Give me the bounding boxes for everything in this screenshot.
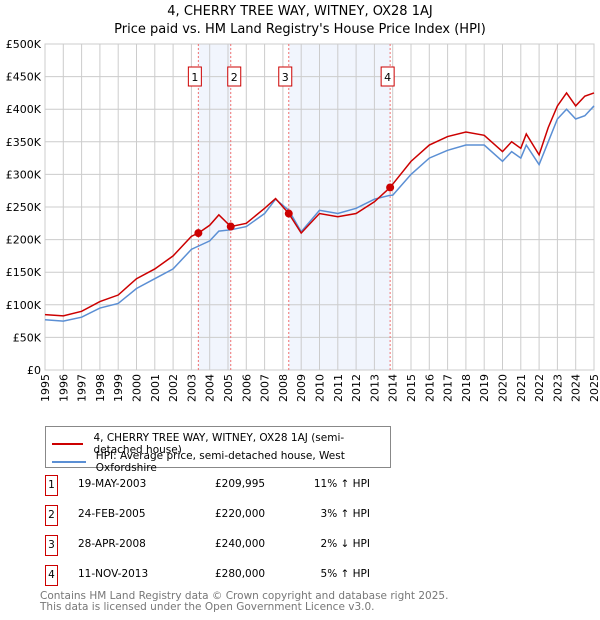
x-tick-label: 2007 — [259, 374, 272, 402]
y-tick-label: £100K — [6, 299, 42, 312]
footer: Contains HM Land Registry data © Crown c… — [40, 591, 448, 613]
x-tick-label: 2011 — [332, 374, 345, 402]
x-tick-label: 2016 — [423, 374, 436, 402]
sale-badge: 1 — [45, 475, 58, 496]
sale-price: £220,000 — [215, 508, 266, 520]
x-tick-label: 2015 — [405, 374, 418, 402]
y-tick-label: £350K — [6, 136, 42, 149]
x-tick-label: 2004 — [204, 374, 217, 402]
chart-subtitle: Price paid vs. HM Land Registry's House … — [114, 22, 486, 37]
chart-title: 4, CHERRY TREE WAY, WITNEY, OX28 1AJ — [167, 4, 433, 19]
x-tick-label: 2020 — [497, 374, 510, 402]
sale-label-box — [187, 66, 202, 87]
sale-label: 4 — [384, 71, 391, 84]
y-tick-label: £450K — [6, 71, 42, 84]
sale-point — [194, 229, 203, 238]
x-tick-label: 2018 — [460, 374, 473, 402]
y-tick-label: £300K — [6, 168, 42, 181]
x-tick-label: 2022 — [533, 374, 546, 402]
x-tick-label: 2001 — [149, 374, 162, 402]
sale-point — [284, 209, 293, 218]
sale-row: 3 28-APR-2008 £240,000 2% ↓ HPI — [45, 535, 445, 556]
sale-price: £240,000 — [215, 538, 266, 550]
legend-red-line — [52, 443, 84, 445]
sale-point — [226, 222, 235, 231]
x-tick-label: 2017 — [442, 374, 455, 402]
sale-hpi-diff: 3% ↑ HPI — [320, 508, 370, 520]
sale-label: 2 — [231, 71, 238, 84]
sale-row: 4 11-NOV-2013 £280,000 5% ↑ HPI — [45, 565, 445, 586]
x-tick-label: 2021 — [515, 374, 528, 402]
y-tick-label: £200K — [6, 234, 42, 247]
sale-badge: 4 — [45, 565, 58, 586]
footer-line2: This data is licensed under the Open Gov… — [40, 601, 375, 613]
x-tick-label: 2000 — [131, 374, 144, 402]
sale-label: 3 — [282, 71, 289, 84]
x-tick-label: 2025 — [588, 374, 600, 402]
x-tick-label: 2012 — [350, 374, 363, 402]
x-tick-label: 2008 — [277, 374, 290, 402]
y-tick-label: £0 — [27, 364, 41, 377]
y-tick-label: £250K — [6, 201, 42, 214]
sale-label-box — [278, 66, 293, 87]
plot-border — [44, 43, 595, 371]
sale-row: 2 24-FEB-2005 £220,000 3% ↑ HPI — [45, 505, 445, 526]
x-tick-label: 2019 — [478, 374, 491, 402]
x-tick-label: 2009 — [295, 374, 308, 402]
sale-point — [386, 183, 395, 192]
sale-badge: 3 — [45, 535, 58, 556]
sale-hpi-diff: 11% ↑ HPI — [313, 478, 370, 490]
x-tick-label: 1996 — [57, 374, 70, 402]
sale-label-box — [380, 66, 395, 87]
x-tick-label: 2023 — [551, 374, 564, 402]
x-tick-label: 1995 — [39, 374, 52, 402]
x-tick-label: 1997 — [76, 374, 89, 402]
hpi-line — [44, 105, 595, 322]
sale-hpi-diff: 5% ↑ HPI — [320, 568, 370, 580]
x-tick-label: 2005 — [222, 374, 235, 402]
sale-date: 24-FEB-2005 — [78, 508, 146, 520]
sale-date: 11-NOV-2013 — [78, 568, 149, 580]
x-tick-label: 2010 — [314, 374, 327, 402]
x-tick-label: 2002 — [167, 374, 180, 402]
footer-line1: Contains HM Land Registry data © Crown c… — [40, 590, 449, 602]
sale-date: 28-APR-2008 — [78, 538, 146, 550]
y-tick-label: £500K — [6, 38, 42, 51]
legend-property: 4, CHERRY TREE WAY, WITNEY, OX28 1AJ (se… — [93, 432, 345, 456]
sale-label: 1 — [191, 71, 198, 84]
sale-label-box — [227, 66, 242, 87]
legend: 4, CHERRY TREE WAY, WITNEY, OX28 1AJ (se… — [45, 426, 391, 474]
sale-badge: 2 — [45, 505, 58, 526]
property-price-line — [44, 91, 595, 317]
sale-price: £280,000 — [215, 568, 266, 580]
sale-row: 1 19-MAY-2003 £209,995 11% ↑ HPI — [45, 475, 445, 496]
legend-blue-line — [52, 461, 86, 463]
legend-hpi: HPI: Average price, semi-detached house,… — [95, 450, 345, 474]
y-tick-label: £150K — [6, 266, 42, 279]
sale-price: £209,995 — [215, 478, 266, 490]
x-tick-label: 2003 — [185, 374, 198, 402]
y-tick-label: £50K — [13, 331, 42, 344]
x-tick-label: 2024 — [570, 374, 583, 402]
sale-hpi-diff: 2% ↓ HPI — [320, 538, 370, 550]
x-tick-label: 2014 — [387, 374, 400, 402]
price-chart: 1995 1996 1997 1998 1999 2000 2001 2002 2003 2004… — [6, 38, 600, 402]
x-tick-label: 1999 — [112, 374, 125, 402]
y-tick-label: £400K — [6, 103, 42, 116]
x-tick-label: 2006 — [240, 374, 253, 402]
x-tick-label: 1998 — [94, 374, 107, 402]
x-tick-label: 2013 — [368, 374, 381, 402]
sale-date: 19-MAY-2003 — [78, 478, 147, 490]
